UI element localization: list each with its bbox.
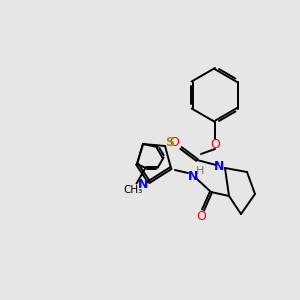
Text: N: N bbox=[138, 178, 148, 191]
Text: S: S bbox=[166, 136, 175, 148]
Text: N: N bbox=[188, 169, 198, 182]
Text: O: O bbox=[196, 211, 206, 224]
Text: O: O bbox=[169, 136, 179, 149]
Text: H: H bbox=[196, 166, 204, 176]
Text: O: O bbox=[210, 137, 220, 151]
Text: CH₃: CH₃ bbox=[123, 184, 142, 195]
Text: N: N bbox=[214, 160, 224, 172]
